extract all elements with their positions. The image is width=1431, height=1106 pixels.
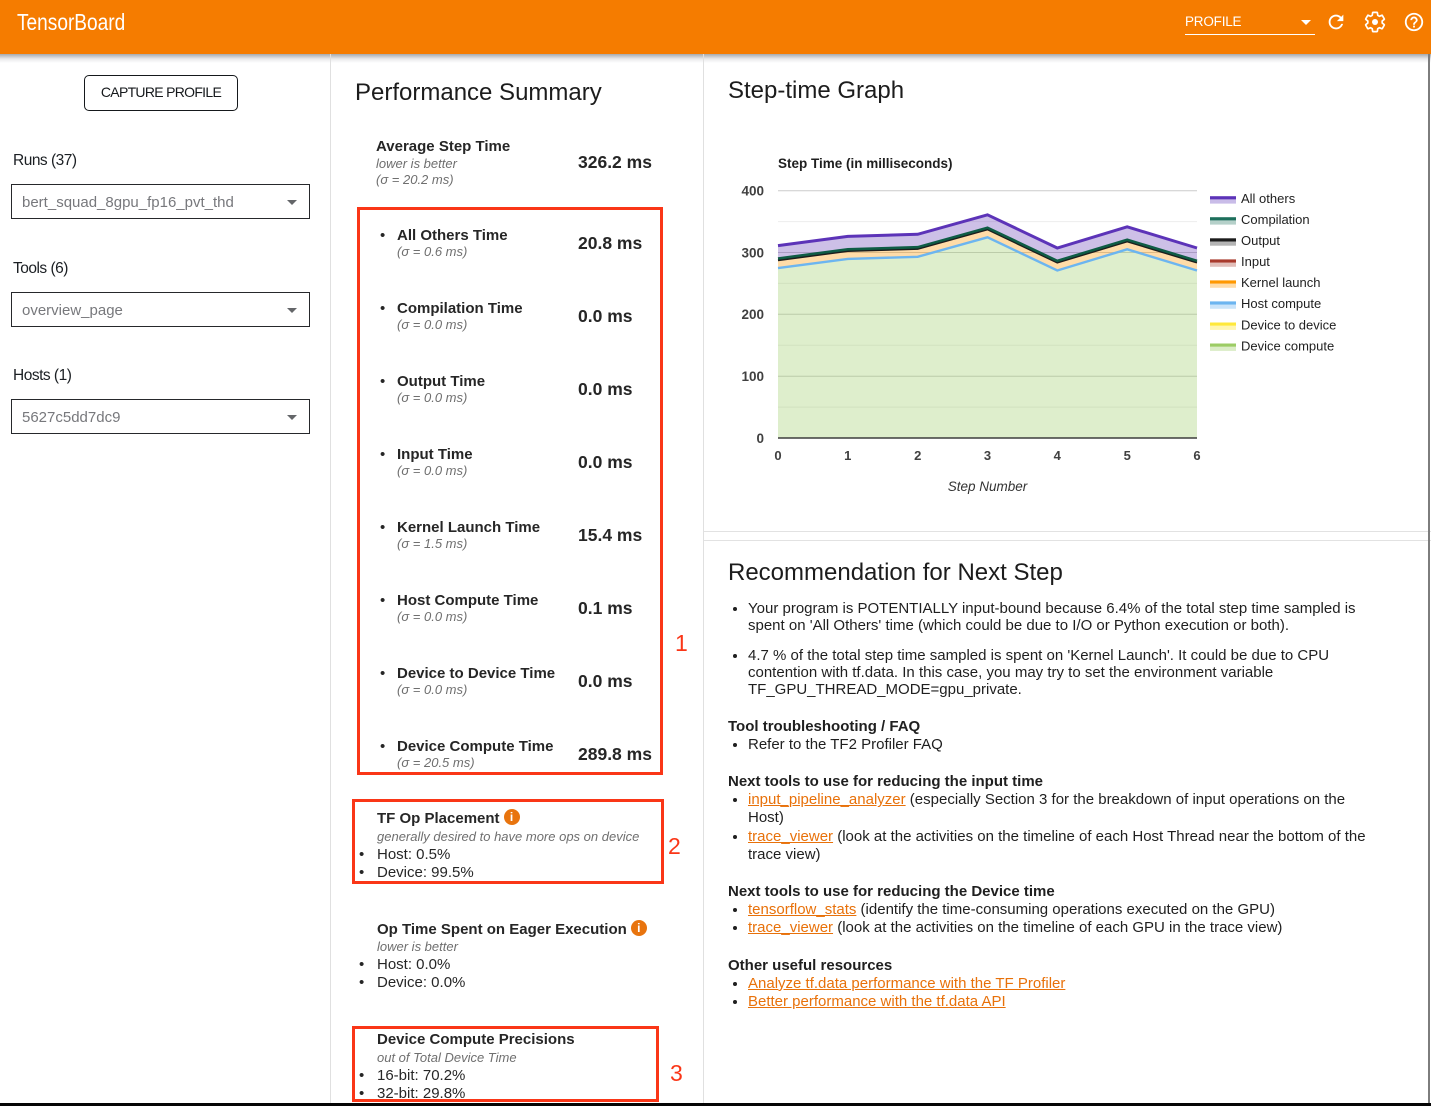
svg-text:0: 0 [774,448,781,463]
svg-text:Kernel launch: Kernel launch [1241,275,1321,290]
svg-text:1: 1 [844,448,851,463]
svg-text:Device compute: Device compute [1241,338,1334,353]
svg-text:4: 4 [1054,448,1062,463]
svg-text:300: 300 [741,245,764,260]
svg-text:Output: Output [1241,233,1280,248]
svg-text:100: 100 [741,369,764,384]
svg-text:Compilation: Compilation [1241,212,1310,227]
svg-text:2: 2 [914,448,921,463]
svg-text:Host compute: Host compute [1241,296,1321,311]
svg-text:Step-time Graph: Step-time Graph [728,77,904,104]
svg-text:3: 3 [984,448,991,463]
svg-text:0: 0 [756,431,764,446]
svg-text:200: 200 [741,307,764,322]
svg-text:Step Number: Step Number [948,479,1028,494]
svg-text:Step Time (in milliseconds): Step Time (in milliseconds) [778,156,953,171]
svg-text:Input: Input [1241,254,1270,269]
svg-text:5: 5 [1124,448,1131,463]
svg-text:6: 6 [1193,448,1200,463]
svg-text:Device to device: Device to device [1241,317,1336,332]
svg-text:400: 400 [741,184,764,199]
svg-text:All others: All others [1241,191,1296,206]
